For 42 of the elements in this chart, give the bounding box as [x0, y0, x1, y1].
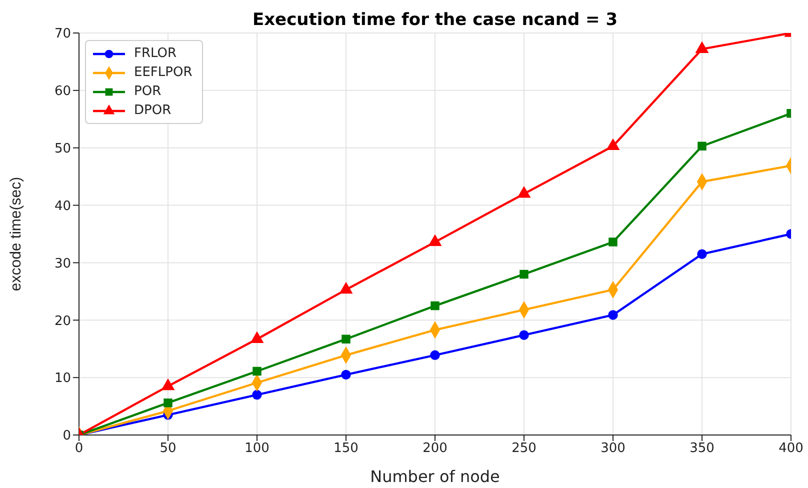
legend-label: DPOR [134, 103, 172, 118]
y-axis-title: excode time(sec) [7, 176, 24, 292]
point [608, 310, 618, 320]
point [340, 282, 352, 294]
point [252, 390, 262, 400]
point [164, 398, 172, 408]
y-tick-label: 10 [54, 371, 71, 386]
point [519, 330, 529, 340]
point [342, 334, 350, 344]
point [698, 142, 706, 151]
y-tick-label: 20 [54, 314, 71, 329]
point [428, 234, 442, 246]
y-tick-label: 60 [54, 84, 71, 100]
y-tick-label: 30 [54, 256, 71, 272]
chart-title: Execution time for the case ncand = 3 [251, 10, 619, 30]
x-tick-label: 150 [334, 441, 358, 456]
y-tick-label: 0 [62, 428, 71, 444]
point [430, 350, 440, 360]
point [518, 186, 530, 198]
point [252, 366, 262, 376]
y-tick-label: 40 [54, 198, 71, 214]
x-tick-label: 350 [690, 441, 714, 456]
point [697, 249, 707, 259]
x-tick-label: 300 [600, 441, 626, 456]
point [520, 270, 528, 279]
x-tick-label: 50 [160, 441, 176, 456]
x-tick-label: 100 [244, 441, 270, 456]
y-tick-label: 70 [54, 26, 71, 42]
point [341, 370, 351, 380]
x-tick-label: 200 [422, 441, 448, 456]
y-tick-label: 50 [54, 141, 71, 156]
legend-label: EEFLPOR [134, 65, 192, 80]
x-tick-label: 400 [778, 441, 804, 456]
point [696, 42, 708, 53]
legend-label: POR [134, 84, 162, 99]
legend-label: FRLOR [134, 46, 177, 61]
point [606, 138, 620, 150]
point [430, 301, 440, 310]
x-tick-label: 250 [512, 441, 536, 456]
x-tick-label: 0 [74, 441, 84, 456]
x-axis-title: Number of node [370, 467, 500, 486]
point [608, 238, 618, 246]
